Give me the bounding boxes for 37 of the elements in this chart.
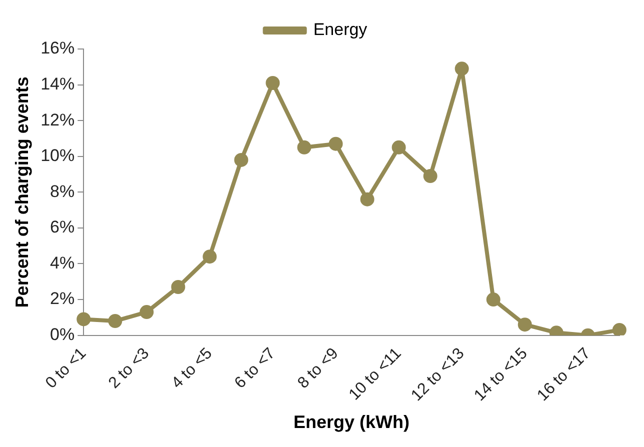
y-tick-label: 16% <box>40 38 75 58</box>
x-tick-label: 0 to <1 <box>42 344 90 392</box>
x-axis-title: Energy (kWh) <box>294 412 410 432</box>
y-tick-label: 8% <box>50 182 75 201</box>
y-axis-title: Percent of charging events <box>12 76 32 308</box>
x-tick-label: 2 to <3 <box>106 344 153 392</box>
point <box>328 136 343 151</box>
x-tick-label: 14 to <15 <box>471 344 531 405</box>
y-tick-label: 14% <box>40 74 75 94</box>
point <box>234 152 248 167</box>
point <box>454 62 469 76</box>
x-tick-label: 12 to <13 <box>408 344 468 405</box>
x-tick-label: 10 to <11 <box>346 344 405 404</box>
point <box>518 318 532 332</box>
point <box>423 169 438 184</box>
point <box>297 140 312 154</box>
x-tick-label: 16 to <17 <box>534 344 594 405</box>
x-tick-label: 6 to <7 <box>232 344 279 392</box>
y-tick-label: 2% <box>50 289 75 308</box>
y-tick-label: 0% <box>50 325 75 344</box>
point <box>108 314 122 328</box>
point <box>360 192 374 206</box>
legend-label: Energy <box>313 20 368 40</box>
point <box>612 322 626 336</box>
point <box>140 305 154 320</box>
x-tick-label: 4 to <5 <box>168 344 216 392</box>
y-tick-label: 6% <box>50 218 75 237</box>
x-tick-label: 8 to <9 <box>294 344 342 392</box>
y-tick-label: 4% <box>50 253 75 272</box>
point <box>76 312 91 326</box>
point <box>486 292 500 307</box>
point <box>392 140 406 154</box>
y-tick-label: 10% <box>40 146 75 166</box>
point <box>202 250 217 264</box>
point <box>171 280 186 294</box>
point <box>266 76 280 90</box>
y-tick-label: 12% <box>40 110 75 130</box>
